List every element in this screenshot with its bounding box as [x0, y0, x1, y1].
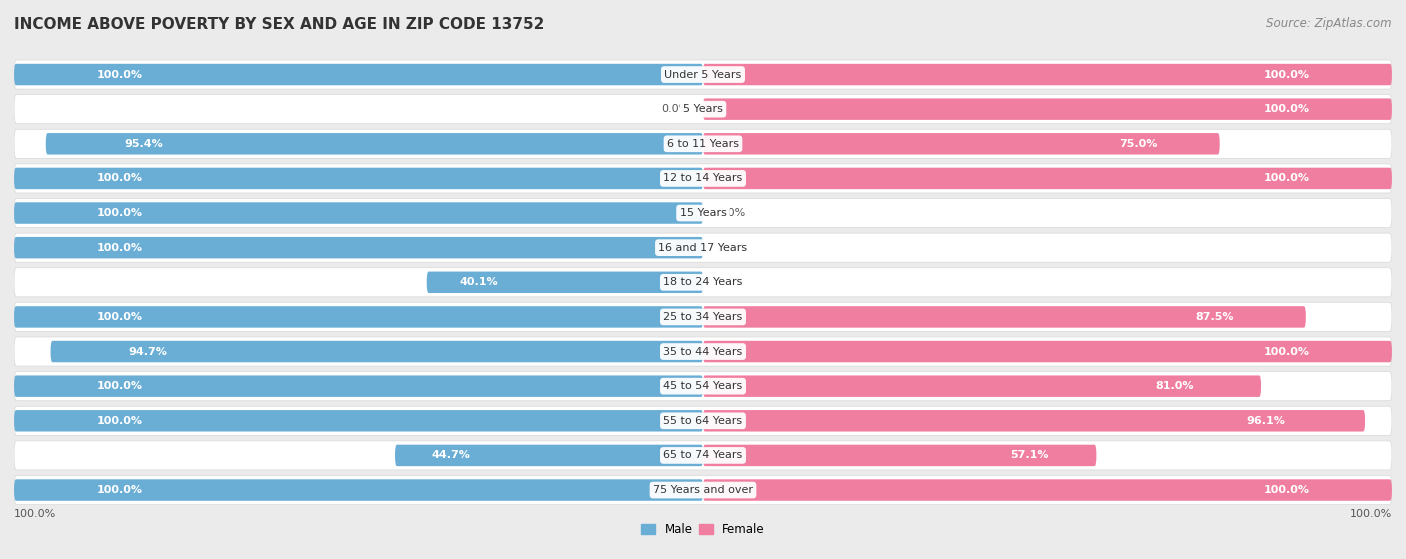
Text: 100.0%: 100.0% — [1263, 347, 1309, 357]
Text: 96.1%: 96.1% — [1247, 416, 1285, 426]
FancyBboxPatch shape — [14, 129, 1392, 158]
Text: 35 to 44 Years: 35 to 44 Years — [664, 347, 742, 357]
Text: 100.0%: 100.0% — [14, 509, 56, 519]
Text: INCOME ABOVE POVERTY BY SEX AND AGE IN ZIP CODE 13752: INCOME ABOVE POVERTY BY SEX AND AGE IN Z… — [14, 17, 544, 32]
FancyBboxPatch shape — [14, 302, 1392, 331]
Text: 15 Years: 15 Years — [679, 208, 727, 218]
Text: 100.0%: 100.0% — [97, 173, 143, 183]
FancyBboxPatch shape — [14, 60, 1392, 89]
FancyBboxPatch shape — [14, 202, 703, 224]
Text: 57.1%: 57.1% — [1011, 451, 1049, 461]
Text: 100.0%: 100.0% — [97, 381, 143, 391]
FancyBboxPatch shape — [14, 372, 1392, 401]
FancyBboxPatch shape — [14, 168, 703, 189]
FancyBboxPatch shape — [427, 272, 703, 293]
Text: 100.0%: 100.0% — [1263, 104, 1309, 114]
FancyBboxPatch shape — [14, 306, 703, 328]
FancyBboxPatch shape — [14, 479, 703, 501]
FancyBboxPatch shape — [703, 376, 1261, 397]
Text: 5 Years: 5 Years — [683, 104, 723, 114]
FancyBboxPatch shape — [14, 476, 1392, 505]
FancyBboxPatch shape — [703, 341, 1392, 362]
FancyBboxPatch shape — [703, 133, 1219, 154]
Text: 16 and 17 Years: 16 and 17 Years — [658, 243, 748, 253]
Text: 40.1%: 40.1% — [460, 277, 499, 287]
Text: 100.0%: 100.0% — [97, 416, 143, 426]
Text: 0.0%: 0.0% — [717, 208, 745, 218]
FancyBboxPatch shape — [703, 306, 1306, 328]
Text: 100.0%: 100.0% — [1263, 173, 1309, 183]
FancyBboxPatch shape — [14, 198, 1392, 228]
Text: 25 to 34 Years: 25 to 34 Years — [664, 312, 742, 322]
Text: 6 to 11 Years: 6 to 11 Years — [666, 139, 740, 149]
FancyBboxPatch shape — [46, 133, 703, 154]
Text: Under 5 Years: Under 5 Years — [665, 69, 741, 79]
Text: 100.0%: 100.0% — [97, 312, 143, 322]
Text: 87.5%: 87.5% — [1195, 312, 1233, 322]
FancyBboxPatch shape — [703, 98, 1392, 120]
Text: 75 Years and over: 75 Years and over — [652, 485, 754, 495]
FancyBboxPatch shape — [14, 94, 1392, 124]
Text: 45 to 54 Years: 45 to 54 Years — [664, 381, 742, 391]
FancyBboxPatch shape — [14, 268, 1392, 297]
Text: 100.0%: 100.0% — [1350, 509, 1392, 519]
FancyBboxPatch shape — [703, 64, 1392, 86]
FancyBboxPatch shape — [703, 479, 1392, 501]
Text: 18 to 24 Years: 18 to 24 Years — [664, 277, 742, 287]
FancyBboxPatch shape — [14, 441, 1392, 470]
Text: 100.0%: 100.0% — [97, 69, 143, 79]
FancyBboxPatch shape — [14, 237, 703, 258]
Text: 0.0%: 0.0% — [717, 243, 745, 253]
Text: 12 to 14 Years: 12 to 14 Years — [664, 173, 742, 183]
FancyBboxPatch shape — [703, 410, 1365, 432]
Text: 100.0%: 100.0% — [1263, 485, 1309, 495]
Text: 0.0%: 0.0% — [661, 104, 689, 114]
FancyBboxPatch shape — [14, 406, 1392, 435]
FancyBboxPatch shape — [14, 233, 1392, 262]
Text: 65 to 74 Years: 65 to 74 Years — [664, 451, 742, 461]
Text: 44.7%: 44.7% — [432, 451, 471, 461]
FancyBboxPatch shape — [14, 64, 703, 86]
FancyBboxPatch shape — [703, 445, 1097, 466]
Text: 100.0%: 100.0% — [97, 243, 143, 253]
Text: 81.0%: 81.0% — [1156, 381, 1194, 391]
FancyBboxPatch shape — [395, 445, 703, 466]
FancyBboxPatch shape — [14, 164, 1392, 193]
Text: 100.0%: 100.0% — [97, 485, 143, 495]
Text: 100.0%: 100.0% — [1263, 69, 1309, 79]
FancyBboxPatch shape — [51, 341, 703, 362]
Text: 95.4%: 95.4% — [125, 139, 163, 149]
FancyBboxPatch shape — [14, 376, 703, 397]
Text: 94.7%: 94.7% — [129, 347, 167, 357]
Text: 55 to 64 Years: 55 to 64 Years — [664, 416, 742, 426]
Text: 75.0%: 75.0% — [1119, 139, 1157, 149]
FancyBboxPatch shape — [703, 168, 1392, 189]
Text: Source: ZipAtlas.com: Source: ZipAtlas.com — [1267, 17, 1392, 30]
FancyBboxPatch shape — [14, 337, 1392, 366]
FancyBboxPatch shape — [14, 410, 703, 432]
Text: 100.0%: 100.0% — [97, 208, 143, 218]
Legend: Male, Female: Male, Female — [637, 518, 769, 541]
Text: 0.0%: 0.0% — [717, 277, 745, 287]
